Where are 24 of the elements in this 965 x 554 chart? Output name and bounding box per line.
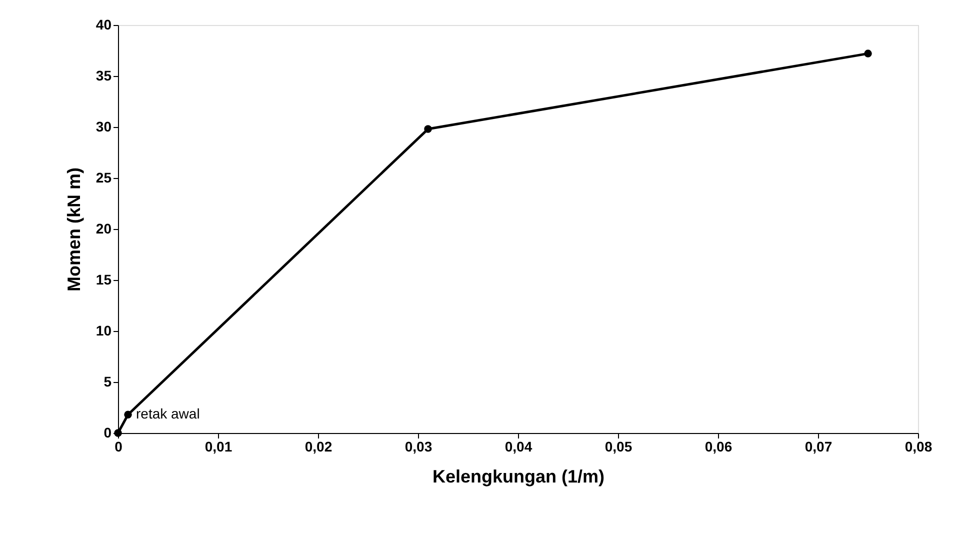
x-tick-label: 0,06 [704,438,732,454]
y-axis-title: Momen (kN m) [64,167,84,292]
annotation: retak awal [136,406,200,422]
y-tick-label: 30 [96,118,112,134]
point [864,50,872,58]
y-tick-label: 40 [96,16,112,32]
y-tick-label: 5 [104,374,112,390]
y-tick-label: 15 [96,272,112,288]
x-tick-label: 0,03 [404,438,432,454]
y-tick-label: 10 [96,322,112,338]
y-tick-label: 25 [96,170,112,186]
x-tick-label: 0,04 [504,438,532,454]
x-tick-label: 0,02 [304,438,332,454]
point [124,410,132,419]
x-tick-label: 0,05 [604,438,632,454]
y-tick-label: 0 [104,424,112,440]
x-tick-label: 0,01 [204,438,232,454]
x-tick-label: 0 [114,438,123,454]
x-tick-label: 0,08 [904,438,932,454]
x-axis-title: Kelengkungan (1/m) [432,466,605,486]
y-tick-label: 20 [96,220,112,236]
y-tick-label: 35 [96,68,112,84]
point [424,125,432,133]
x-tick-label: 0,07 [804,438,832,454]
